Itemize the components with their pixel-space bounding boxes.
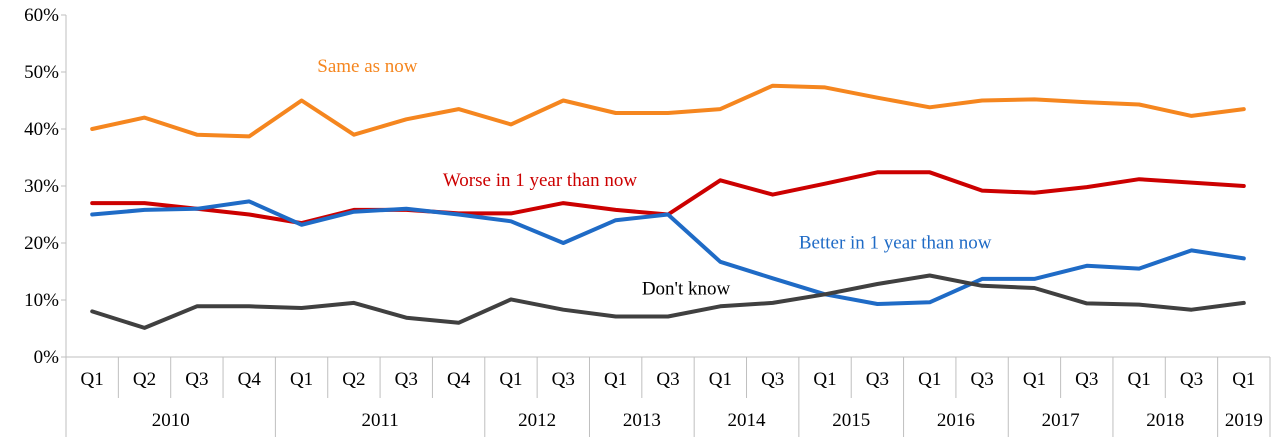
y-tick-label: 40% bbox=[24, 119, 59, 140]
year-label: 2016 bbox=[937, 410, 975, 431]
y-tick-label: 50% bbox=[24, 62, 59, 83]
series-line-3 bbox=[90, 273, 1246, 330]
x-tick-label: Q3 bbox=[970, 369, 993, 390]
y-tick-label: 20% bbox=[24, 233, 59, 254]
x-tick-label: Q3 bbox=[1075, 369, 1098, 390]
x-tick-label: Q3 bbox=[552, 369, 575, 390]
year-label: 2010 bbox=[152, 410, 190, 431]
year-label: 2014 bbox=[728, 410, 767, 431]
x-tick-label: Q1 bbox=[604, 369, 627, 390]
series-line-0 bbox=[90, 83, 1246, 139]
year-label: 2015 bbox=[832, 410, 870, 431]
series-label-same-as-now: Same as now bbox=[317, 56, 418, 77]
x-tick-label: Q1 bbox=[81, 369, 104, 390]
x-tick-label: Q1 bbox=[918, 369, 941, 390]
y-axis-ticks: 0% 10% 20% 30% 40% 50% 60% bbox=[24, 5, 66, 368]
x-tick-label: Q1 bbox=[813, 369, 836, 390]
year-label: 2019 bbox=[1225, 410, 1263, 431]
x-tick-label: Q1 bbox=[1023, 369, 1046, 390]
y-tick-label: 30% bbox=[24, 176, 59, 197]
y-tick-label: 10% bbox=[24, 290, 59, 311]
series-label-better: Better in 1 year than now bbox=[799, 233, 992, 254]
x-tick-label: Q3 bbox=[1180, 369, 1203, 390]
year-label: 2011 bbox=[361, 410, 398, 431]
series-label-dont-know: Don't know bbox=[642, 278, 731, 299]
series-lines bbox=[90, 83, 1246, 330]
x-tick-label: Q3 bbox=[185, 369, 208, 390]
year-label: 2017 bbox=[1042, 410, 1080, 431]
x-tick-label: Q4 bbox=[238, 369, 262, 390]
series-line-2 bbox=[90, 199, 1246, 306]
x-tick-label: Q1 bbox=[1128, 369, 1151, 390]
year-label: 2013 bbox=[623, 410, 661, 431]
y-tick-label: 0% bbox=[34, 347, 60, 368]
x-tick-label: Q3 bbox=[761, 369, 784, 390]
x-axis-ticks: Q1 Q2 Q3 Q4 Q1 Q2 Q3 Q4 Q1 Q3 Q1 Q3 Q1 Q3 Q1 Q3 Q1 Q3 Q1 Q3… bbox=[65, 357, 1271, 437]
x-tick-label: Q2 bbox=[342, 369, 365, 390]
x-tick-label: Q1 bbox=[1232, 369, 1255, 390]
x-tick-label: Q3 bbox=[656, 369, 679, 390]
x-tick-label: Q1 bbox=[290, 369, 313, 390]
y-tick-label: 60% bbox=[24, 5, 59, 26]
year-label: 2012 bbox=[518, 410, 556, 431]
series-label-worse: Worse in 1 year than now bbox=[443, 170, 638, 191]
year-label: 2018 bbox=[1146, 410, 1184, 431]
x-tick-label: Q1 bbox=[709, 369, 732, 390]
x-tick-label: Q3 bbox=[866, 369, 889, 390]
series-labels: Same as now Worse in 1 year than now Bet… bbox=[317, 56, 991, 299]
x-tick-label: Q3 bbox=[395, 369, 418, 390]
x-tick-label: Q4 bbox=[447, 369, 471, 390]
x-tick-label: Q1 bbox=[499, 369, 522, 390]
x-tick-label: Q2 bbox=[133, 369, 156, 390]
